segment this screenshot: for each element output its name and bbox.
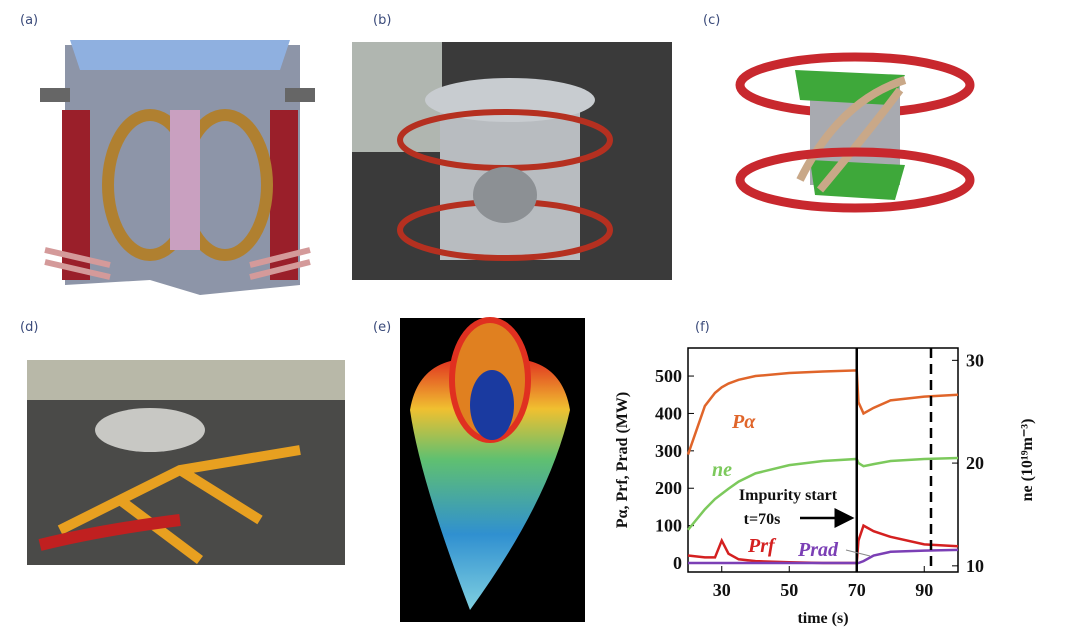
series-label: Prf (747, 535, 777, 557)
y-tick-label: 200 (655, 478, 682, 498)
image-d (27, 360, 345, 565)
annotation: t=70s (744, 511, 781, 528)
y2-tick-label: 10 (966, 556, 984, 576)
image-e (400, 317, 585, 622)
panel-label: (e) (373, 320, 391, 335)
image-b (352, 42, 672, 280)
x-tick-label: 70 (848, 580, 866, 600)
y-axis-label: Pα, Prf, Prad (MW) (614, 392, 631, 528)
plot-frame (687, 347, 959, 573)
series-label: Prad (797, 539, 839, 561)
series-line (688, 548, 959, 565)
y-tick-label: 400 (655, 403, 682, 423)
y2-tick-label: 30 (966, 350, 984, 370)
series-line (686, 369, 959, 455)
annotation: Impurity start (739, 487, 838, 504)
y2-axis-label: ne (10¹⁹m⁻³) (1019, 419, 1036, 502)
x-tick-label: 50 (780, 580, 798, 600)
x-tick-label: 30 (713, 580, 731, 600)
y-tick-label: 100 (655, 516, 682, 536)
panel-label: (c) (703, 13, 720, 28)
series-line (687, 456, 959, 531)
x-tick-label: 90 (915, 580, 933, 600)
x-axis-label: time (s) (797, 610, 848, 627)
label-leader (845, 549, 871, 557)
y2-tick-label: 20 (966, 453, 984, 473)
panel-label: (f) (695, 320, 710, 335)
y-tick-label: 0 (673, 553, 682, 573)
series-label: Pα (731, 411, 756, 433)
panel-label: (b) (373, 13, 391, 28)
y-tick-label: 300 (655, 441, 682, 461)
image-a (40, 40, 315, 295)
panel-label: (a) (20, 13, 38, 28)
series-label: ne (712, 459, 732, 481)
image-c (735, 52, 975, 213)
y-tick-label: 500 (655, 366, 682, 386)
panel-label: (d) (20, 320, 38, 335)
